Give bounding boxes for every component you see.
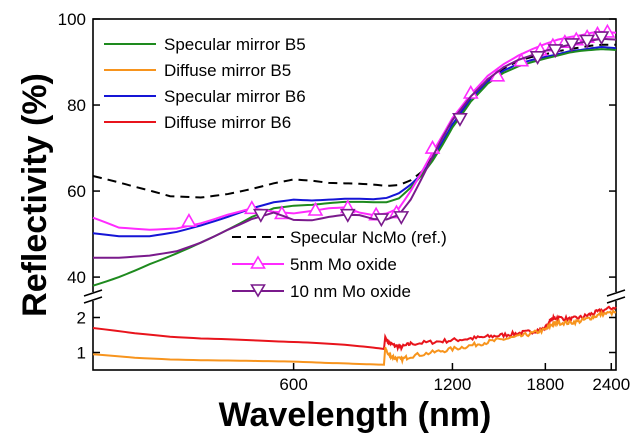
y-tick-label-upper: 40 — [67, 268, 86, 287]
legend-label-b6-diffuse: Diffuse mirror B6 — [164, 113, 291, 132]
y-tick-label-lower: 1 — [77, 344, 86, 363]
legend-label-ref: Specular NcMo (ref.) — [290, 228, 447, 247]
series-line-b5diff — [92, 308, 617, 366]
marker-mo10 — [252, 208, 269, 223]
marker-mo10 — [339, 208, 356, 223]
marker-mo10 — [579, 34, 596, 49]
marker-mo10 — [373, 213, 390, 228]
marker-mo5 — [273, 205, 290, 220]
series-line-b6diff — [92, 305, 617, 353]
legend-bottom: Specular NcMo (ref.) 5nm Mo oxide 10 nm … — [232, 228, 447, 301]
marker-mo10 — [547, 44, 564, 59]
axis-break-right — [606, 289, 626, 304]
marker-mo10 — [452, 113, 468, 127]
legend-label-mo5: 5nm Mo oxide — [290, 255, 397, 274]
y-tick-label-lower: 2 — [77, 309, 86, 328]
legend-label-b5-diffuse: Diffuse mirror B5 — [164, 61, 291, 80]
legend-top: Specular mirror B5 Diffuse mirror B5 Spe… — [104, 35, 306, 132]
y-tick-label-upper: 80 — [67, 96, 86, 115]
marker-mo10 — [529, 51, 546, 65]
axis-break-left — [83, 289, 103, 304]
marker-mo10 — [593, 31, 610, 46]
x-tick-label: 1200 — [434, 375, 472, 394]
marker-mo10 — [563, 38, 580, 53]
y-axis-title: Reflectivity (%) — [16, 73, 54, 317]
legend-label-mo10: 10 nm Mo oxide — [290, 282, 411, 301]
marker-mo10 — [393, 211, 410, 225]
ticks-layer: 600 1200 1800 2400 40 60 80 100 1 2 — [58, 10, 631, 394]
legend-marker-mo5 — [250, 255, 266, 269]
marker-mo5 — [181, 213, 197, 227]
legend-label-b6-specular: Specular mirror B6 — [164, 87, 306, 106]
y-tick-label-upper: 60 — [67, 182, 86, 201]
x-tick-label: 1800 — [526, 375, 564, 394]
series-line-b5spec — [92, 48, 617, 287]
marker-mo5 — [307, 201, 324, 216]
legend-label-b5-specular: Specular mirror B5 — [164, 35, 306, 54]
legend-marker-mo10 — [250, 284, 266, 298]
y-tick-label-upper: 100 — [58, 10, 86, 29]
x-tick-label: 2400 — [592, 375, 630, 394]
series-layer — [92, 23, 617, 366]
x-axis-title: Wavelength (nm) — [219, 396, 492, 434]
plot-frame — [92, 18, 617, 371]
x-tick-label: 600 — [279, 375, 307, 394]
